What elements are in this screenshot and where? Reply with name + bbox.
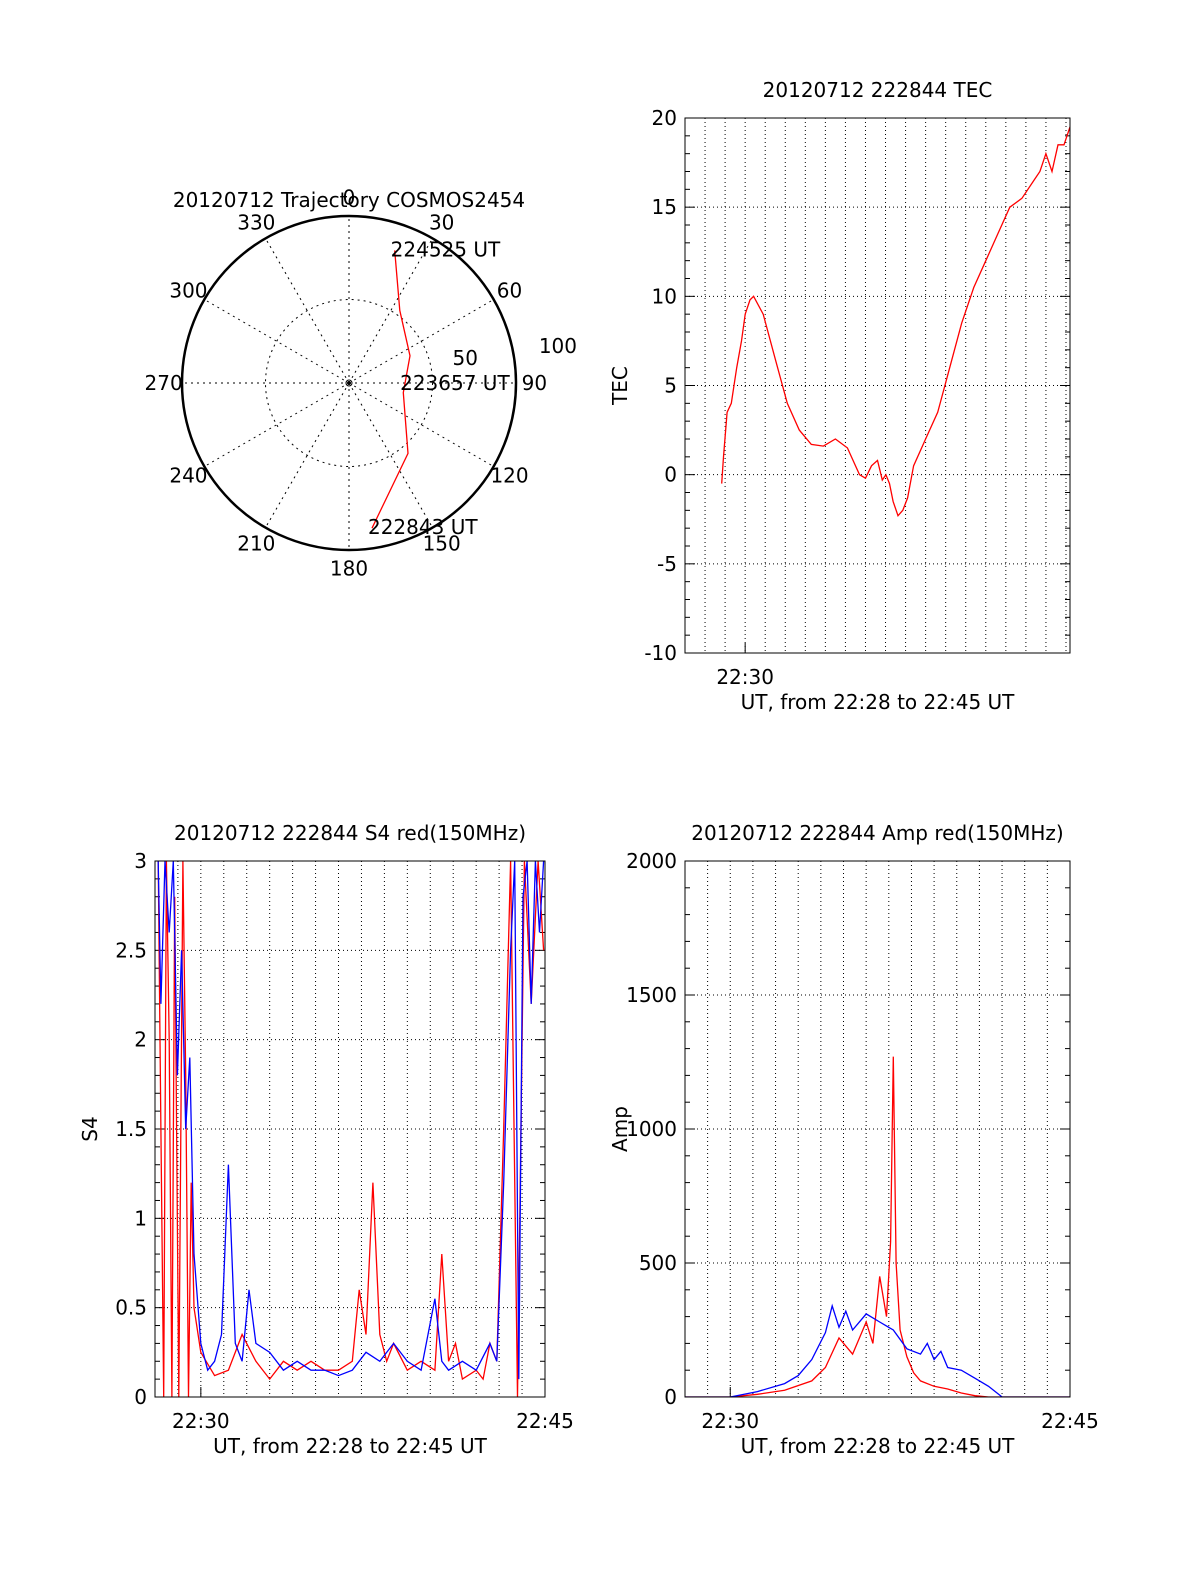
- tec-plot-frame: [684, 117, 1071, 654]
- polar-spoke-line: [265, 238, 350, 384]
- s4-title: 20120712 222844 S4 red(150MHz): [174, 821, 526, 845]
- tec-ytick-label: -10: [644, 641, 677, 665]
- s4-xtick-label: 22:45: [516, 1409, 574, 1433]
- s4-xlabel: UT, from 22:28 to 22:45 UT: [213, 1434, 488, 1458]
- polar-angle-label: 330: [237, 210, 275, 234]
- polar-angle-label: 120: [490, 464, 528, 488]
- s4-plot: 20120712 222844 S4 red(150MHz)00.511.522…: [78, 821, 574, 1458]
- tec-plot: 20120712 222844 TEC -10 -5 0 5 10 15 20 22:30UT,…: [608, 78, 1071, 714]
- tec-ytick-label: 10: [652, 284, 677, 308]
- amp-xlabel: UT, from 22:28 to 22:45 UT: [741, 1434, 1016, 1458]
- polar-angle-label: 210: [237, 532, 275, 556]
- trajectory-time-label: 223657 UT: [400, 371, 510, 395]
- amp-plot: 20120712 222844 Amp red(150MHz) 0 500 1000 1…: [608, 821, 1099, 1458]
- amp-ytick-label: 1000: [626, 1117, 677, 1141]
- tec-ytick-label: 15: [652, 195, 677, 219]
- polar-angle-label: 180: [330, 556, 368, 580]
- amp-ytick-label: 0: [664, 1385, 677, 1409]
- amp-series-1-line: [685, 1056, 1070, 1397]
- polar-angle-label: 300: [169, 278, 207, 302]
- tec-ylabel: TEC: [608, 366, 632, 406]
- polar-angle-label: 30: [429, 210, 454, 234]
- polar-inner-ring: [265, 299, 433, 467]
- polar-spoke-line: [265, 382, 350, 528]
- polar-spoke-line: [348, 382, 433, 528]
- polar-spoke-line: [204, 382, 350, 467]
- s4-plot-frame: [154, 860, 546, 1398]
- trajectory-time-label: 222843 UT: [368, 515, 478, 539]
- amp-ytick-label: 1500: [626, 983, 677, 1007]
- tec-title: 20120712 222844 TEC: [763, 78, 993, 102]
- tec-ytick-label: 5: [664, 374, 677, 398]
- polar-spoke-line: [348, 382, 494, 467]
- amp-plot-frame: [684, 860, 1071, 1398]
- polar-outer-ring: [180, 214, 518, 552]
- s4-xtick-label: 22:30: [172, 1409, 230, 1433]
- s4-ytick-label: 3: [134, 849, 147, 873]
- s4-ytick-label: 1: [134, 1206, 147, 1230]
- polar-angle-label: 270: [145, 371, 183, 395]
- s4-ytick-label: 0.5: [115, 1296, 147, 1320]
- s4-series-1-line: [157, 861, 545, 1397]
- s4-ylabel: S4: [78, 1116, 102, 1141]
- tec-xlabel: UT, from 22:28 to 22:45 UT: [741, 690, 1016, 714]
- amp-xtick-label: 22:30: [701, 1409, 759, 1433]
- amp-ytick-label: 2000: [626, 849, 677, 873]
- polar-spoke-line: [348, 299, 494, 384]
- tec-series-1-line: [721, 126, 1070, 517]
- tec-ytick-label: -5: [657, 552, 677, 576]
- polar-angle-label: 150: [423, 532, 461, 556]
- amp-ytick-label: 500: [639, 1251, 677, 1275]
- tec-xtick-label: 22:30: [716, 665, 774, 689]
- polar-radial-label: 100: [539, 334, 577, 358]
- trajectory-line: [371, 250, 411, 529]
- polar-spoke-line: [348, 238, 433, 384]
- polar-spoke-line: [204, 299, 350, 384]
- polar-center-mark: [345, 379, 353, 387]
- s4-ytick-label: 2.5: [115, 938, 147, 962]
- s4-ytick-label: 1.5: [115, 1117, 147, 1141]
- s4-series-2-line: [157, 861, 545, 1380]
- trajectory-title: 20120712 Trajectory COSMOS2454: [173, 188, 525, 212]
- tec-ytick-label: 20: [652, 106, 677, 130]
- polar-radial-label: 50: [453, 346, 478, 370]
- polar-angle-label: 240: [169, 464, 207, 488]
- tec-ytick-label: 0: [664, 463, 677, 487]
- amp-title: 20120712 222844 Amp red(150MHz): [691, 821, 1063, 845]
- polar-angle-label: 60: [497, 278, 522, 302]
- amp-xtick-label: 22:45: [1041, 1409, 1099, 1433]
- amp-series-2-line: [685, 1303, 1070, 1397]
- s4-ytick-label: 0: [134, 1385, 147, 1409]
- s4-ytick-label: 2: [134, 1028, 147, 1052]
- amp-ylabel: Amp: [608, 1106, 632, 1152]
- trajectory-time-label: 224525 UT: [391, 237, 501, 261]
- polar-angle-label: 0: [343, 186, 356, 210]
- polar-angle-label: 90: [522, 371, 547, 395]
